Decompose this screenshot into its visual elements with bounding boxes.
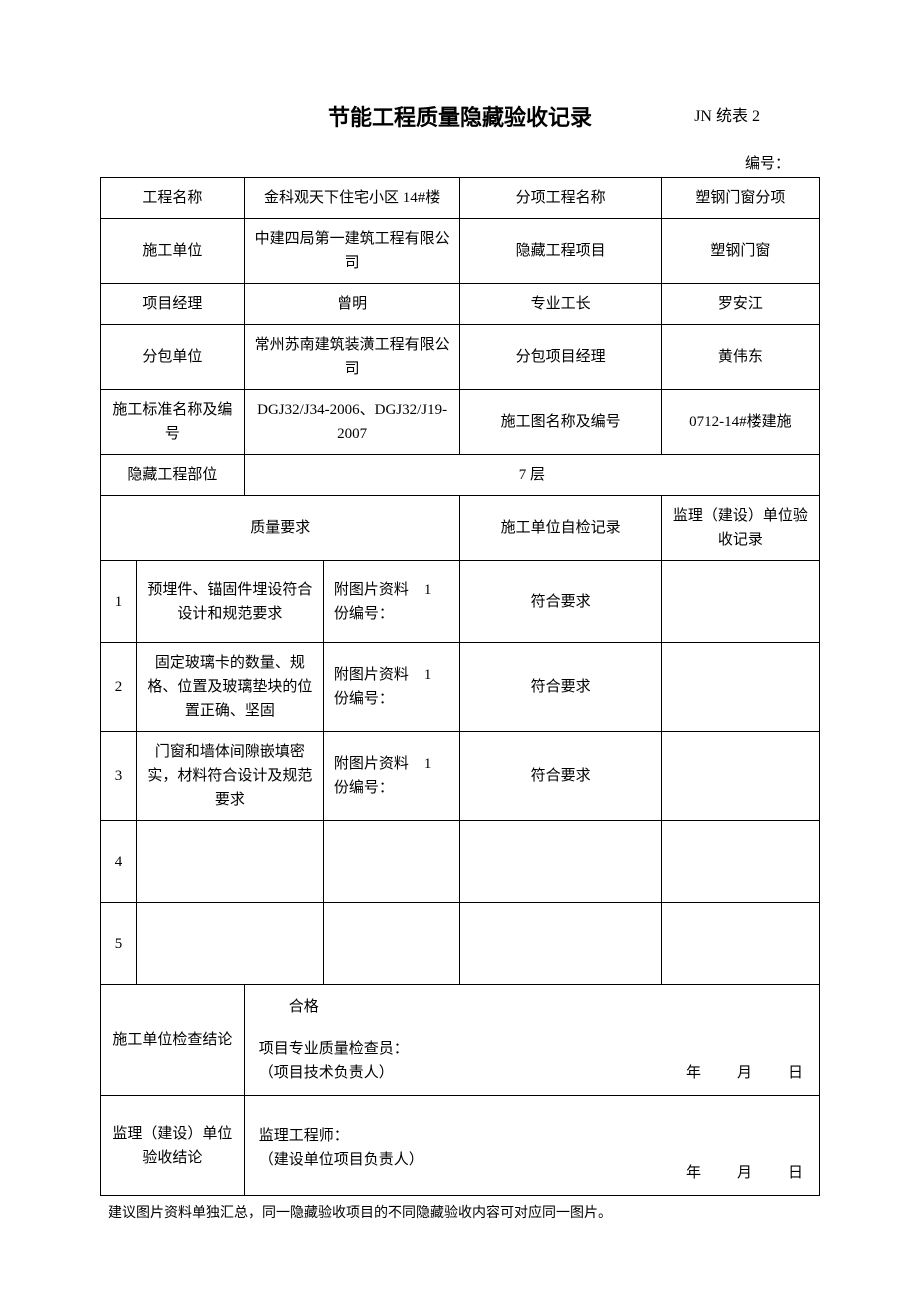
row-sup: [661, 821, 819, 903]
pm: 曾明: [244, 284, 460, 325]
form-code: JN 统表 2: [694, 102, 760, 126]
sup-conclusion-label: 监理（建设）单位验收结论: [101, 1096, 245, 1196]
foreman-label: 专业工长: [460, 284, 661, 325]
info-row: 项目经理 曾明 专业工长 罗安江: [101, 284, 820, 325]
row-req: 预埋件、锚固件埋设符合设计和规范要求: [136, 561, 323, 643]
unit-conclusion-label: 施工单位检查结论: [101, 985, 245, 1096]
unit-conclusion-cell: 合格 项目专业质量检查员： （项目技术负责人） 年 月 日: [244, 985, 819, 1096]
row-attach: 附图片资料 1 份编号：: [323, 561, 460, 643]
info-row: 施工标准名称及编号 DGJ32/J34-2006、DGJ32/J19-2007 …: [101, 390, 820, 455]
row-req: 固定玻璃卡的数量、规格、位置及玻璃垫块的位置正确、坚固: [136, 643, 323, 732]
part-label: 隐藏工程部位: [101, 455, 245, 496]
date-placeholder: 年 月 日: [686, 1161, 805, 1185]
sub-unit-label: 分包单位: [101, 325, 245, 390]
quality-req-header: 质量要求: [101, 496, 460, 561]
row-self: 符合要求: [460, 561, 661, 643]
proj-name: 金科观天下住宅小区 14#楼: [244, 178, 460, 219]
pm-label: 项目经理: [101, 284, 245, 325]
table-row: 1 预埋件、锚固件埋设符合设计和规范要求 附图片资料 1 份编号： 符合要求: [101, 561, 820, 643]
row-attach: 附图片资料 1 份编号：: [323, 732, 460, 821]
sub-pm: 黄伟东: [661, 325, 819, 390]
sup-conclusion-cell: 监理工程师： （建设单位项目负责人） 年 月 日: [244, 1096, 819, 1196]
date-placeholder: 年 月 日: [686, 1061, 805, 1085]
foreman: 罗安江: [661, 284, 819, 325]
table-row: 2 固定玻璃卡的数量、规格、位置及玻璃垫块的位置正确、坚固 附图片资料 1 份编…: [101, 643, 820, 732]
sub-unit: 常州苏南建筑装潢工程有限公司: [244, 325, 460, 390]
drawing-label: 施工图名称及编号: [460, 390, 661, 455]
row-no: 5: [101, 903, 137, 985]
record-table: 工程名称 金科观天下住宅小区 14#楼 分项工程名称 塑钢门窗分项 施工单位 中…: [100, 177, 820, 1196]
sub-pm-label: 分包项目经理: [460, 325, 661, 390]
row-no: 2: [101, 643, 137, 732]
row-req: [136, 903, 323, 985]
row-no: 3: [101, 732, 137, 821]
row-attach: 附图片资料 1 份编号：: [323, 643, 460, 732]
sub-proj-label: 分项工程名称: [460, 178, 661, 219]
drawing: 0712-14#楼建施: [661, 390, 819, 455]
title-row: 节能工程质量隐藏验收记录 JN 统表 2: [100, 100, 820, 132]
unit: 中建四局第一建筑工程有限公司: [244, 219, 460, 284]
sub-proj: 塑钢门窗分项: [661, 178, 819, 219]
hidden-item-label: 隐藏工程项目: [460, 219, 661, 284]
std: DGJ32/J34-2006、DGJ32/J19-2007: [244, 390, 460, 455]
info-row: 隐藏工程部位 7 层: [101, 455, 820, 496]
sup-conclusion-row: 监理（建设）单位验收结论 监理工程师： （建设单位项目负责人） 年 月 日: [101, 1096, 820, 1196]
column-header-row: 质量要求 施工单位自检记录 监理（建设）单位验收记录: [101, 496, 820, 561]
row-self: 符合要求: [460, 643, 661, 732]
table-row: 4: [101, 821, 820, 903]
row-sup: [661, 903, 819, 985]
row-sup: [661, 643, 819, 732]
row-self: 符合要求: [460, 732, 661, 821]
std-label: 施工标准名称及编号: [101, 390, 245, 455]
row-sup: [661, 732, 819, 821]
info-row: 工程名称 金科观天下住宅小区 14#楼 分项工程名称 塑钢门窗分项: [101, 178, 820, 219]
serial-label: 编号：: [100, 152, 820, 173]
main-title: 节能工程质量隐藏验收记录: [328, 100, 592, 132]
supervisor-check-header: 监理（建设）单位验收记录: [661, 496, 819, 561]
row-no: 1: [101, 561, 137, 643]
table-row: 3 门窗和墙体间隙嵌填密实，材料符合设计及规范要求 附图片资料 1 份编号： 符…: [101, 732, 820, 821]
row-req: 门窗和墙体间隙嵌填密实，材料符合设计及规范要求: [136, 732, 323, 821]
row-self: [460, 821, 661, 903]
info-row: 分包单位 常州苏南建筑装潢工程有限公司 分包项目经理 黄伟东: [101, 325, 820, 390]
hidden-item: 塑钢门窗: [661, 219, 819, 284]
unit-result: 合格: [259, 995, 805, 1019]
unit-conclusion-row: 施工单位检查结论 合格 项目专业质量检查员： （项目技术负责人） 年 月 日: [101, 985, 820, 1096]
footnote: 建议图片资料单独汇总，同一隐藏验收项目的不同隐藏验收内容可对应同一图片。: [100, 1202, 820, 1222]
unit-label: 施工单位: [101, 219, 245, 284]
row-no: 4: [101, 821, 137, 903]
row-sup: [661, 561, 819, 643]
row-attach: [323, 821, 460, 903]
info-row: 施工单位 中建四局第一建筑工程有限公司 隐藏工程项目 塑钢门窗: [101, 219, 820, 284]
part: 7 层: [244, 455, 819, 496]
proj-name-label: 工程名称: [101, 178, 245, 219]
table-row: 5: [101, 903, 820, 985]
row-attach: [323, 903, 460, 985]
row-self: [460, 903, 661, 985]
self-check-header: 施工单位自检记录: [460, 496, 661, 561]
row-req: [136, 821, 323, 903]
